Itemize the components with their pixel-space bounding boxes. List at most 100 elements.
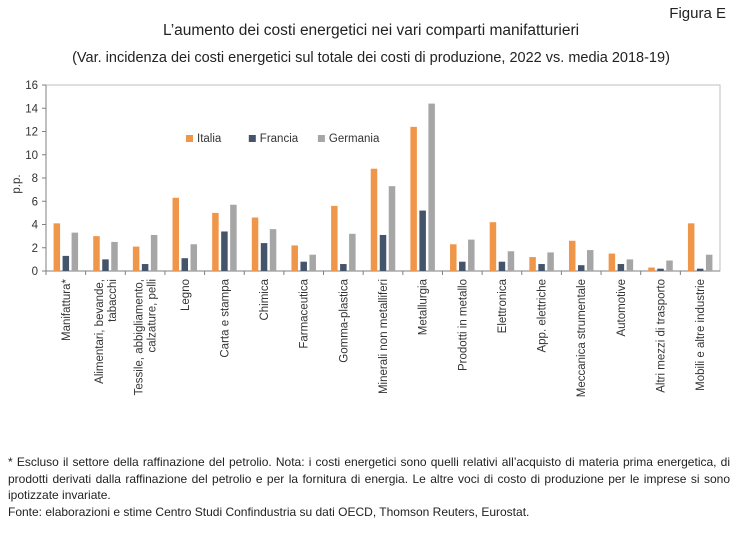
source-text: Fonte: elaborazioni e stime Centro Studi… bbox=[8, 504, 530, 519]
bar-francia bbox=[498, 261, 506, 271]
x-category-label-line: tabacchi bbox=[107, 279, 119, 322]
x-category-label-line: Gomma-plastica bbox=[338, 278, 350, 362]
bar-francia bbox=[696, 268, 704, 271]
bar-germania bbox=[547, 252, 554, 271]
x-category-label: Tessile, abbigliamento,calzature, pelli bbox=[134, 279, 159, 395]
bar-italia bbox=[132, 246, 140, 271]
bar-italia bbox=[370, 168, 378, 271]
legend-swatch-francia bbox=[248, 135, 256, 142]
x-category-label: Meccanica strumentale bbox=[576, 279, 588, 397]
bar-germania bbox=[309, 254, 316, 271]
x-category-label: Mobili e altre industrie bbox=[695, 279, 707, 391]
bar-germania bbox=[230, 204, 237, 271]
bar-italia bbox=[687, 223, 695, 271]
bar-germania bbox=[507, 251, 515, 271]
legend-swatch-germania bbox=[317, 135, 325, 142]
y-tick-label: 2 bbox=[32, 243, 38, 255]
bar-italia bbox=[450, 244, 457, 271]
x-axis-labels: Manifattura* Alimentari, bevande,tabacchi… bbox=[61, 278, 707, 397]
chart-subtitle: (Var. incidenza dei costi energetici sul… bbox=[72, 50, 670, 66]
footnote-text: * Escluso il settore della raffinazione … bbox=[8, 455, 730, 502]
bar-germania bbox=[468, 239, 475, 271]
bar-germania bbox=[586, 250, 594, 271]
chart-title: L’aumento dei costi energetici nei vari … bbox=[162, 22, 580, 39]
bar-germania bbox=[269, 229, 277, 271]
y-tick-label: 16 bbox=[25, 80, 38, 92]
x-category-label: Automotive bbox=[616, 279, 628, 337]
x-category-label: Carta e stampa bbox=[219, 278, 231, 357]
legend-swatch-italia bbox=[186, 135, 193, 142]
x-category-label: Altri mezzi di trasporto bbox=[656, 279, 668, 393]
bar-francia bbox=[379, 234, 387, 271]
x-category-label-line: Meccanica strumentale bbox=[576, 279, 588, 397]
bar-italia bbox=[410, 126, 417, 271]
x-category-label-line: Manifattura* bbox=[61, 278, 73, 341]
bar-francia bbox=[102, 259, 109, 271]
chart-bars bbox=[53, 103, 713, 271]
x-category-label: Metallurgia bbox=[418, 278, 430, 335]
x-category-label-line: App. elettriche bbox=[537, 279, 549, 353]
chart-legend: Italia Francia Germania bbox=[186, 133, 380, 145]
bar-italia bbox=[568, 240, 576, 271]
bar-italia bbox=[331, 205, 338, 271]
x-category-label: Legno bbox=[180, 279, 192, 311]
y-tick-label: 6 bbox=[32, 196, 38, 208]
x-category-label: Manifattura* bbox=[61, 278, 73, 341]
bar-germania bbox=[111, 241, 118, 271]
x-category-label-line: calzature, pelli bbox=[147, 279, 159, 353]
x-category-label-line: Chimica bbox=[259, 278, 271, 320]
legend-label-germania: Germania bbox=[329, 133, 380, 145]
y-tick-label: 10 bbox=[25, 150, 38, 162]
y-tick-label: 4 bbox=[32, 220, 39, 232]
bar-italia bbox=[53, 223, 61, 271]
x-category-label: Farmaceutica bbox=[299, 278, 311, 348]
x-category-label-line: Prodotti in metallo bbox=[457, 279, 469, 371]
footnotes: * Escluso il settore della raffinazione … bbox=[8, 454, 730, 520]
bar-chart: 0 2 4 6 8 10 12 14 16 p.p. Manifattura* Alimentari… bbox=[11, 80, 721, 397]
x-category-label-line: Automotive bbox=[616, 279, 628, 337]
bar-germania bbox=[666, 260, 673, 271]
bar-germania bbox=[190, 244, 198, 271]
bar-italia bbox=[608, 253, 616, 271]
x-category-label-line: Carta e stampa bbox=[219, 278, 231, 357]
y-tick-label: 12 bbox=[25, 127, 38, 139]
bar-italia bbox=[489, 222, 497, 271]
x-category-label: Gomma-plastica bbox=[338, 278, 350, 362]
bar-germania bbox=[428, 103, 435, 271]
x-category-label-line: Mobili e altre industrie bbox=[695, 279, 707, 391]
figure-label: Figura E bbox=[669, 5, 726, 22]
bar-italia bbox=[212, 212, 219, 271]
x-category-label: App. elettriche bbox=[537, 279, 549, 353]
bar-francia bbox=[62, 255, 70, 271]
x-category-label: Alimentari, bevande,tabacchi bbox=[94, 279, 119, 384]
bar-francia bbox=[221, 231, 228, 271]
x-category-label: Prodotti in metallo bbox=[457, 279, 469, 371]
x-category-label-line: Tessile, abbigliamento, bbox=[134, 279, 146, 395]
bar-francia bbox=[300, 261, 307, 271]
legend-label-italia: Italia bbox=[197, 133, 222, 145]
bar-italia bbox=[251, 217, 259, 271]
x-category-label-line: Elettronica bbox=[497, 278, 509, 333]
y-axis-title: p.p. bbox=[11, 174, 23, 193]
bar-francia bbox=[577, 265, 585, 271]
x-category-label: Minerali non metalliferi bbox=[378, 279, 390, 394]
x-category-label-line: Alimentari, bevande, bbox=[94, 279, 106, 384]
bar-francia bbox=[657, 268, 664, 271]
x-category-label-line: Altri mezzi di trasporto bbox=[656, 279, 668, 393]
y-tick-label: 14 bbox=[25, 103, 38, 115]
x-category-label: Chimica bbox=[259, 278, 271, 320]
bar-italia bbox=[529, 257, 536, 271]
bar-francia bbox=[617, 264, 625, 271]
bar-francia bbox=[260, 243, 268, 271]
bar-germania bbox=[705, 254, 713, 271]
bar-francia bbox=[141, 264, 149, 271]
bar-italia bbox=[172, 197, 180, 271]
bar-germania bbox=[626, 259, 634, 271]
bar-francia bbox=[181, 258, 189, 271]
bar-germania bbox=[388, 186, 396, 271]
bar-germania bbox=[150, 234, 158, 271]
bar-francia bbox=[419, 210, 426, 271]
bar-francia bbox=[340, 264, 347, 271]
y-tick-label: 8 bbox=[32, 173, 38, 185]
bar-francia bbox=[459, 261, 466, 271]
